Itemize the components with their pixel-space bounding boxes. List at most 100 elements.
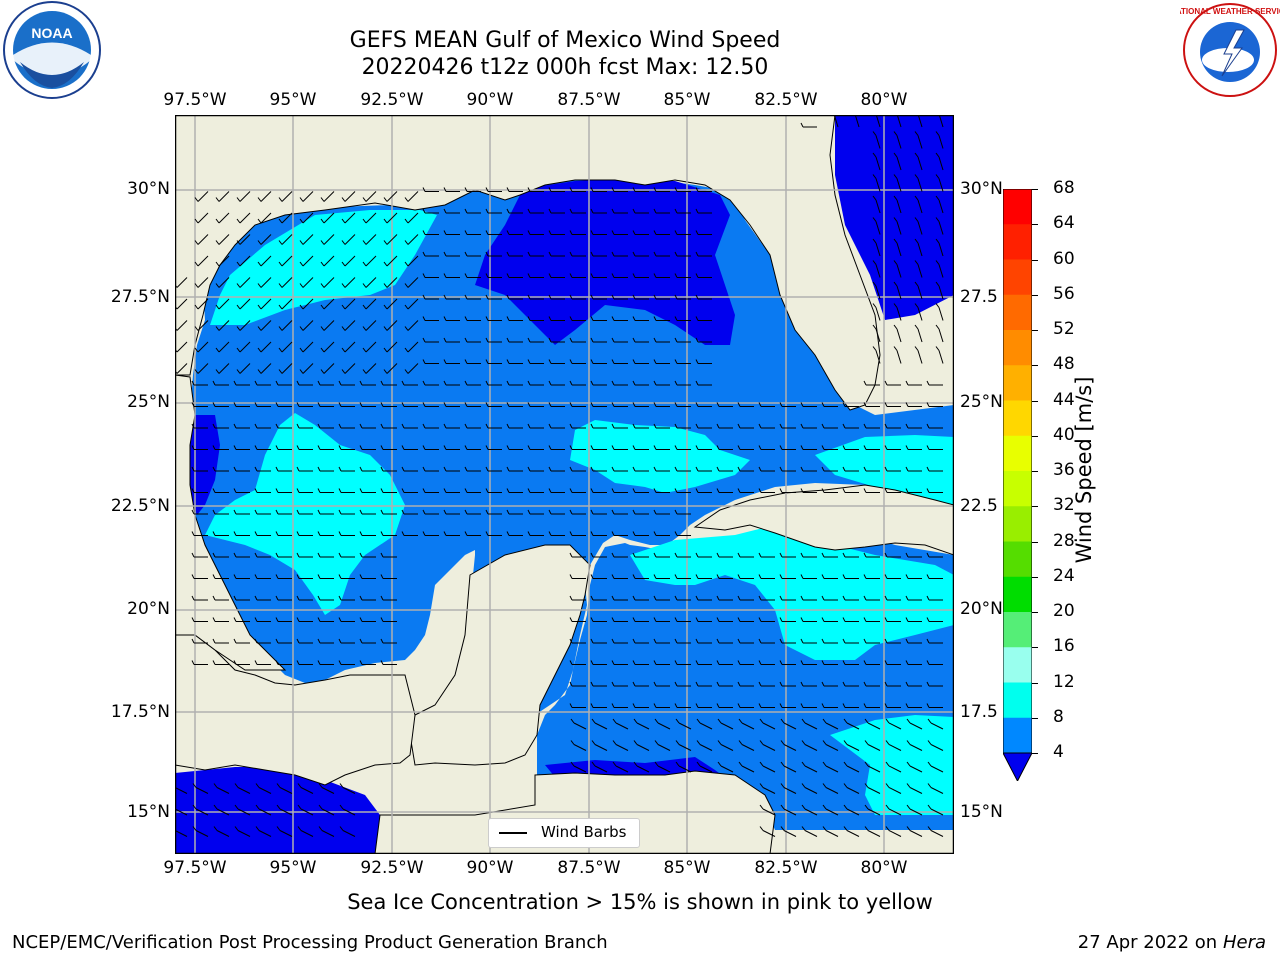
- wind-barb: [197, 298, 209, 310]
- wind-barb: [216, 830, 230, 837]
- wind-barb-flag: [338, 660, 342, 665]
- wind-barb-flag: [443, 445, 447, 450]
- wind-barb: [281, 320, 293, 331]
- wind-barb-flag: [717, 761, 722, 767]
- lat-label-right: 27.5: [960, 287, 998, 307]
- wind-barb-flag: [800, 660, 804, 665]
- wind-barb: [323, 298, 335, 310]
- wind-barb-flag: [362, 369, 367, 374]
- wind-barb: [783, 830, 797, 837]
- wind-barb-flag: [257, 369, 262, 374]
- wind-barb-flag: [194, 369, 199, 374]
- wind-barb-flag: [779, 423, 783, 429]
- wind-barb-flag: [905, 595, 909, 601]
- wind-barb-flag: [278, 326, 283, 331]
- wind-barb: [218, 191, 230, 202]
- wind-barb-flag: [233, 617, 237, 622]
- wind-barb: [804, 722, 818, 730]
- wind-barb-flag: [737, 703, 741, 708]
- wind-barb-flag: [297, 804, 302, 810]
- wind-barb-flag: [212, 638, 216, 644]
- wind-barb: [678, 722, 692, 730]
- colorbar-tick-mark: [1032, 471, 1038, 472]
- colorbar-segment: [1003, 576, 1032, 613]
- wind-barb: [323, 363, 335, 374]
- wind-barb: [930, 744, 944, 751]
- wind-barb-flag: [443, 316, 447, 321]
- wind-barb: [909, 765, 923, 773]
- wind-barb-flag: [632, 617, 636, 622]
- wind-barb-flag: [422, 230, 426, 235]
- wind-barb-flag: [674, 380, 678, 386]
- wind-barb-flag: [914, 281, 919, 287]
- wind-barb-flag: [296, 509, 300, 515]
- wind-barb-flag: [863, 703, 867, 708]
- wind-barb-flag: [569, 466, 573, 472]
- wind-barb-flag: [872, 260, 877, 265]
- wind-barb-flag: [213, 804, 218, 810]
- map-panel: Wind Barbs: [174, 114, 955, 855]
- wind-barb-flag: [359, 638, 363, 644]
- wind-barb-flag: [843, 718, 848, 724]
- wind-barb-flag: [759, 718, 764, 724]
- wind-barbs: [175, 115, 944, 837]
- deep-blue-region: [475, 179, 735, 345]
- deep-blue-region: [175, 767, 380, 854]
- wind-barb-flag: [893, 152, 898, 158]
- wind-barb-flag: [863, 574, 867, 579]
- wind-barb-flag: [296, 595, 300, 601]
- wind-barb-flag: [758, 660, 762, 665]
- wind-barb-flag: [320, 347, 325, 353]
- lon-label-top: 97.5°W: [163, 90, 227, 110]
- wind-barb-flag: [654, 718, 659, 724]
- wind-barb: [917, 350, 923, 364]
- wind-barb-flag: [569, 574, 573, 579]
- wind-barb: [323, 255, 335, 267]
- wind-barb-flag: [653, 638, 657, 644]
- wind-barb-flag: [527, 445, 531, 450]
- wind-barb: [875, 350, 881, 364]
- wind-barb-flag: [863, 466, 867, 472]
- wind-barb: [867, 808, 881, 816]
- wind-barb: [867, 765, 881, 773]
- wind-barb-flag: [935, 174, 940, 179]
- wind-barb-flag: [233, 466, 237, 472]
- wind-barb-flag: [296, 402, 300, 407]
- colorbar-label: Wind Speed [m/s]: [1072, 376, 1096, 564]
- wind-barb-flag: [674, 681, 678, 687]
- wind-barb: [365, 234, 377, 245]
- wind-barb-flag: [338, 552, 342, 558]
- wind-barb-flag: [695, 187, 699, 192]
- wind-barb-flag: [485, 187, 489, 192]
- wind-barb-flag: [317, 423, 321, 429]
- wind-barb: [720, 722, 734, 730]
- colorbar-tick-mark: [1032, 506, 1038, 508]
- wind-barb: [699, 765, 713, 773]
- wind-barb-flag: [527, 208, 531, 214]
- wind-barb-flag: [884, 703, 888, 708]
- wind-barb-flag: [296, 574, 300, 579]
- wind-barb-flag: [893, 195, 898, 201]
- wind-barb: [386, 234, 398, 245]
- wind-barb: [176, 320, 188, 331]
- wind-barb: [239, 298, 251, 310]
- branch-credit: NCEP/EMC/Verification Post Processing Pr…: [12, 932, 608, 953]
- wind-barb: [302, 277, 314, 288]
- wind-barb: [938, 221, 944, 235]
- wind-barb: [917, 328, 923, 343]
- wind-barb: [197, 255, 209, 267]
- wind-barb-flag: [821, 617, 825, 622]
- wind-barb: [281, 212, 293, 224]
- lat-label-right: 25°N: [960, 392, 1003, 412]
- host-name: Hera: [1222, 932, 1266, 953]
- map-frame: [174, 114, 955, 855]
- wind-barb-flag: [338, 423, 342, 429]
- nws-logo: NATIONAL WEATHER SERVICE: [1170, 0, 1280, 100]
- wind-barb: [386, 341, 398, 353]
- wind-barb-flag: [632, 574, 636, 579]
- wind-barb-flag: [653, 595, 657, 601]
- wind-barb: [386, 363, 398, 374]
- wind-barb-flag: [485, 316, 489, 321]
- wind-barb-flag: [905, 617, 909, 622]
- wind-barb-flag: [822, 783, 827, 788]
